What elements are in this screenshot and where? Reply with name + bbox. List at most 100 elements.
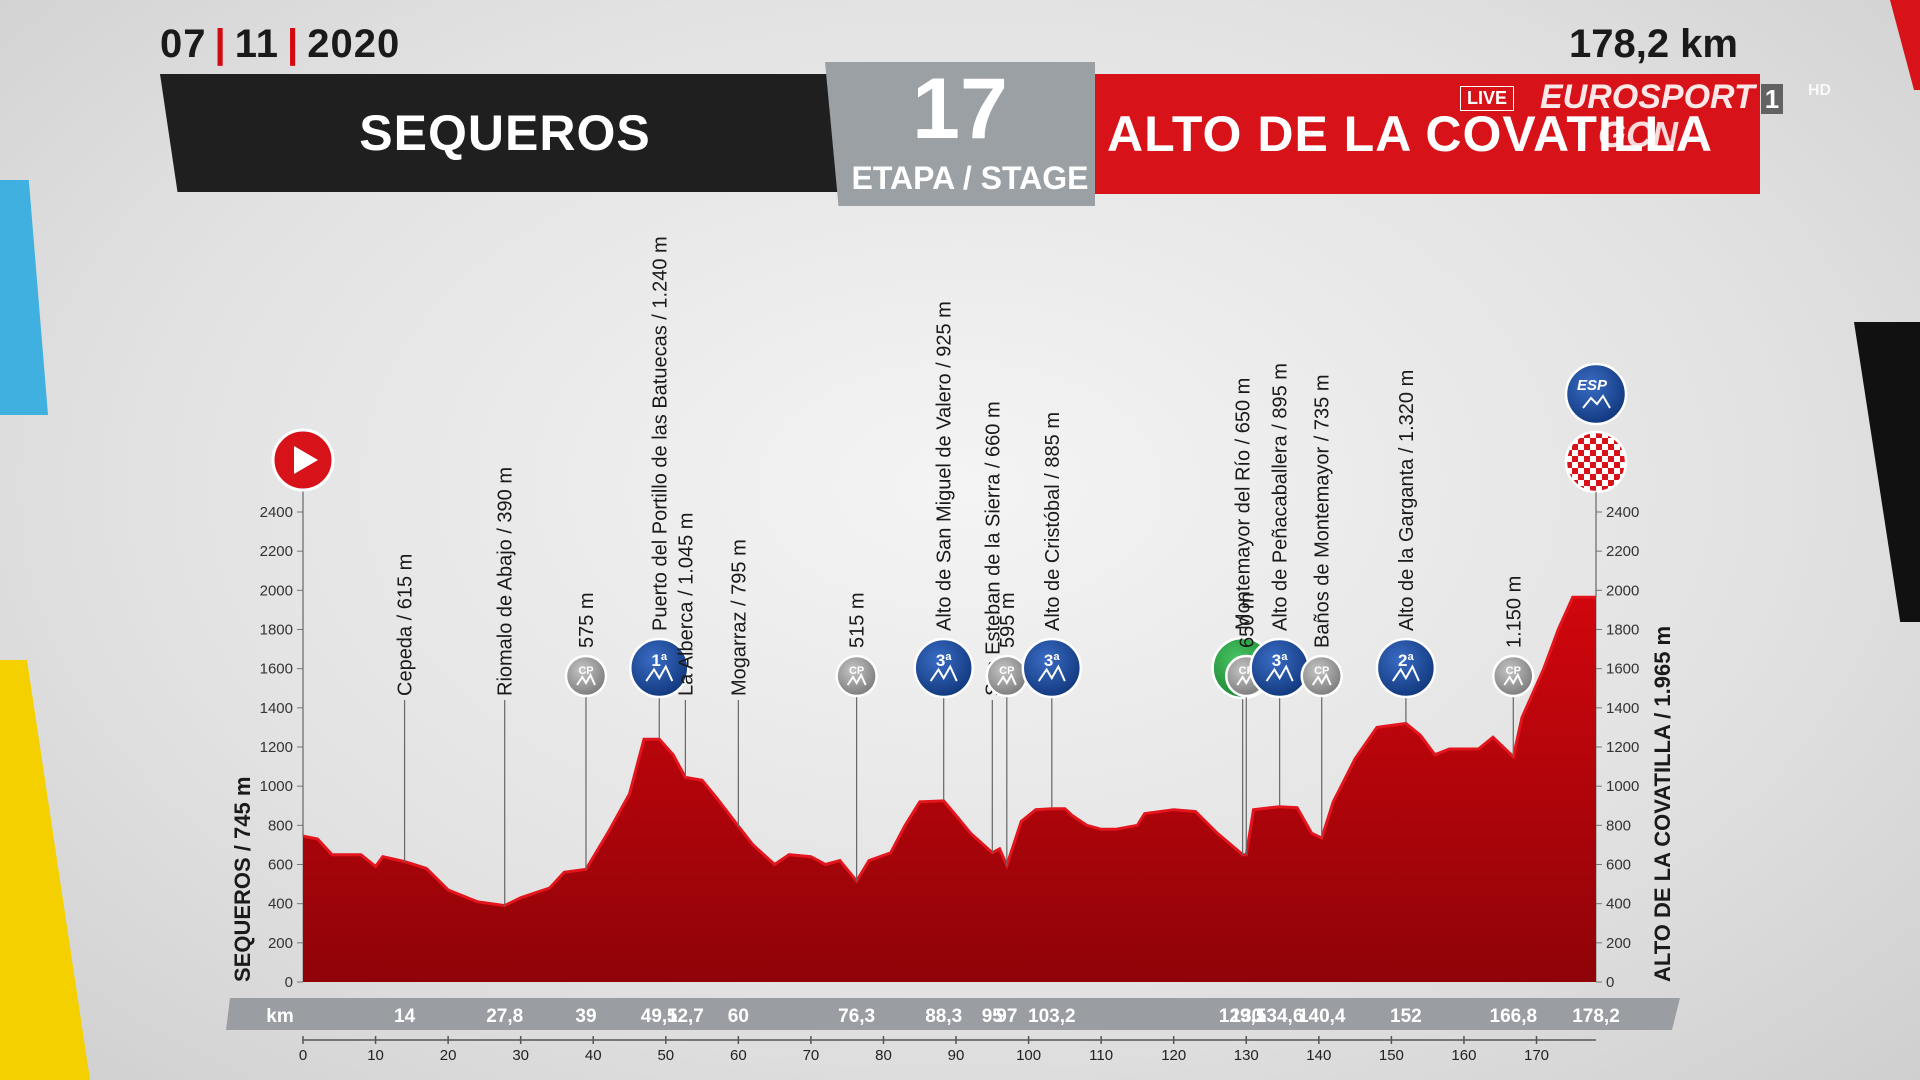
esp-climb-marker	[1564, 362, 1628, 426]
y-tick-label-left: 1800	[260, 622, 293, 639]
gcn-logo: GCN	[1598, 114, 1678, 155]
km-bar-label: 52,7	[667, 1006, 704, 1027]
date-separator: |	[287, 22, 300, 66]
km-bar-label: 27,8	[486, 1006, 523, 1027]
point-label: 575 m	[576, 592, 598, 648]
marker-text: 1ª	[651, 651, 667, 670]
finish-flag-marker	[1564, 430, 1628, 494]
point-label: Alto de Cristóbal / 885 m	[1042, 412, 1064, 631]
marker-text: 3ª	[1272, 651, 1288, 670]
stage-date: 07 | 11 | 2020	[160, 22, 400, 67]
km-bar-label: 76,3	[838, 1006, 875, 1027]
km-bar-label: 49,1	[641, 1006, 678, 1027]
x-tick-label: 40	[585, 1047, 602, 1064]
x-tick-label: 160	[1451, 1047, 1476, 1064]
km-bar-label: 60	[728, 1006, 749, 1027]
y-tick-label-left: 800	[268, 817, 293, 834]
marker-text: CP	[849, 665, 864, 677]
mountain-icon	[1265, 664, 1294, 682]
date-month: 11	[234, 22, 279, 66]
y-tick-label-right: 1000	[1606, 778, 1639, 795]
y-tick-label-left: 2200	[260, 543, 293, 560]
mountain-icon	[996, 672, 1017, 686]
date-day: 07	[160, 22, 207, 66]
km-bar-label: 88,3	[925, 1006, 962, 1027]
stage-distance: 178,2 km	[1568, 22, 1738, 66]
km-bar-unit: km	[266, 1006, 293, 1027]
y-tick-label-right: 2000	[1606, 582, 1639, 599]
elevation-profile	[303, 597, 1596, 982]
x-tick-label: 150	[1379, 1047, 1404, 1064]
y-tick-label-left: 200	[268, 935, 293, 952]
y-tick-label-right: 1800	[1606, 622, 1639, 639]
y-tick-label-left: 2000	[260, 582, 293, 599]
point-label: La Alberca / 1.045 m	[675, 513, 697, 696]
x-tick-label: 10	[367, 1047, 384, 1064]
x-tick-label: 140	[1306, 1047, 1331, 1064]
km-bar-label: 97	[996, 1006, 1017, 1027]
x-tick-label: 120	[1161, 1047, 1186, 1064]
y-tick-label-left: 400	[268, 896, 293, 913]
start-location: SEQUEROS	[359, 105, 651, 161]
mountain-icon	[576, 672, 596, 686]
y-tick-label-left: 1200	[260, 739, 293, 756]
x-tick-label: 30	[512, 1047, 529, 1064]
marker-text: CP	[578, 665, 593, 677]
marker-text: 2ª	[1398, 651, 1414, 670]
y-tick-label-right: 800	[1606, 817, 1631, 834]
y-tick-label-left: 0	[285, 974, 293, 991]
km-bar-label: 14	[394, 1006, 416, 1027]
point-label: Montemayor del Río / 650 m	[1233, 378, 1255, 630]
climb-category-marker	[913, 637, 974, 699]
km-bar-label: 140,4	[1298, 1006, 1346, 1027]
km-bar	[226, 998, 1680, 1030]
x-tick-label: 70	[803, 1047, 820, 1064]
marker-text: 3ª	[1044, 651, 1060, 670]
point-label: Cepeda / 615 m	[395, 554, 417, 696]
stage-number: 17	[912, 61, 1008, 157]
km-bar-label: 103,2	[1028, 1006, 1076, 1027]
y-tick-label-right: 2200	[1606, 543, 1639, 560]
mountain-icon	[645, 664, 674, 682]
x-tick-label: 80	[875, 1047, 892, 1064]
mountain-icon	[929, 664, 958, 682]
x-tick-label: 20	[440, 1047, 457, 1064]
y-tick-label-right: 600	[1606, 857, 1631, 874]
point-label: Baños de Montemayor / 735 m	[1312, 375, 1334, 648]
y-tick-label-right: 1400	[1606, 700, 1639, 717]
y-tick-label-left: 1400	[260, 700, 293, 717]
y-tick-label-right: 400	[1606, 896, 1631, 913]
checkpoint-marker	[564, 654, 608, 698]
x-tick-label: 50	[657, 1047, 674, 1064]
y-tick-label-right: 200	[1606, 935, 1631, 952]
y-tick-label-left: 600	[268, 857, 293, 874]
start-banner	[160, 74, 860, 192]
finish-location: ALTO DE LA COVATILLA	[1106, 106, 1714, 162]
esp-marker-text: ESP	[1577, 377, 1608, 394]
x-tick-label: 0	[299, 1047, 307, 1064]
point-label: Riomalo de Abajo / 390 m	[495, 467, 517, 696]
play-icon	[294, 446, 318, 474]
km-bar-label: 178,2	[1572, 1006, 1620, 1027]
x-tick-label: 130	[1234, 1047, 1259, 1064]
x-tick-label: 170	[1524, 1047, 1549, 1064]
mountain-icon	[846, 672, 867, 686]
point-label: Alto de Peñacaballera / 895 m	[1270, 363, 1292, 631]
marker-text: CP	[1506, 665, 1521, 677]
y-tick-label-left: 2400	[260, 504, 293, 521]
climb-category-marker	[1375, 637, 1437, 699]
stage-box	[825, 62, 1095, 206]
mountain-icon	[1503, 672, 1524, 686]
x-tick-label: 100	[1016, 1047, 1041, 1064]
point-label: Alto de San Miguel de Valero / 925 m	[934, 301, 956, 631]
climb-category-marker	[1021, 637, 1083, 699]
km-bar-label: 129,5	[1219, 1006, 1267, 1027]
mountain-icon	[1311, 672, 1332, 686]
point-label: 650 m	[1236, 592, 1258, 648]
point-label: 515 m	[847, 592, 869, 648]
profile-ridge-line	[302, 595, 1596, 908]
hd-badge: HD	[1808, 82, 1832, 99]
x-tick-label: 60	[730, 1047, 747, 1064]
point-label: Mogarraz / 795 m	[728, 539, 750, 696]
channel-number: 1	[1760, 84, 1784, 114]
